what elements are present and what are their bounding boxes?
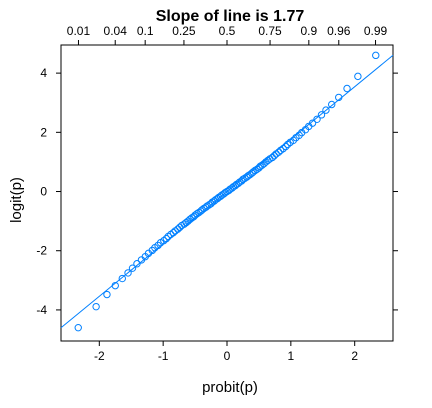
top-axis: 0.01 0.04 0.1 0.25 0.5 0.75 0.9 0.96 0.99 bbox=[67, 24, 388, 45]
chart-title: Slope of line is 1.77 bbox=[156, 8, 305, 25]
top-tick-label: 0.99 bbox=[364, 24, 388, 38]
data-point bbox=[221, 189, 229, 197]
data-point bbox=[275, 148, 283, 156]
data-point bbox=[308, 119, 317, 127]
x-axis: -2 -1 0 1 2 bbox=[94, 341, 358, 363]
data-point bbox=[169, 228, 178, 237]
x-tick-label: 2 bbox=[351, 349, 358, 363]
data-point bbox=[128, 264, 137, 272]
top-tick-label: 0.75 bbox=[258, 24, 282, 38]
data-point bbox=[133, 260, 141, 268]
data-point bbox=[74, 323, 82, 332]
data-point bbox=[343, 84, 351, 93]
x-tick-label: -1 bbox=[158, 349, 169, 363]
right-axis-ticks bbox=[393, 72, 398, 311]
data-point bbox=[103, 290, 111, 299]
x-axis-label: probit(p) bbox=[202, 379, 258, 396]
top-tick-label: 0.25 bbox=[172, 24, 196, 38]
data-point bbox=[124, 269, 132, 277]
data-point bbox=[322, 106, 330, 114]
y-tick-label: 0 bbox=[40, 185, 47, 199]
data-point bbox=[111, 281, 119, 290]
y-axis-label: logit(p) bbox=[8, 177, 25, 223]
data-point bbox=[118, 274, 126, 283]
top-tick-label: 0.5 bbox=[219, 24, 236, 38]
data-point bbox=[354, 72, 362, 81]
top-tick-label: 0.1 bbox=[137, 24, 154, 38]
data-point bbox=[328, 100, 336, 109]
data-point bbox=[372, 51, 380, 60]
data-point bbox=[92, 302, 100, 311]
data-point bbox=[282, 142, 290, 151]
y-axis: -4 -2 0 2 4 bbox=[36, 66, 61, 317]
top-tick-label: 0.9 bbox=[300, 24, 317, 38]
top-tick-label: 0.04 bbox=[104, 24, 128, 38]
data-point bbox=[317, 111, 326, 119]
data-point bbox=[176, 223, 184, 232]
y-tick-label: 2 bbox=[40, 125, 47, 139]
data-point bbox=[313, 115, 321, 123]
data-points bbox=[74, 51, 380, 332]
fit-line bbox=[60, 54, 394, 329]
top-tick-label: 0.01 bbox=[67, 24, 91, 38]
data-point bbox=[162, 234, 171, 243]
data-point bbox=[203, 202, 211, 210]
x-tick-label: 0 bbox=[224, 349, 231, 363]
data-point bbox=[335, 93, 343, 102]
data-point bbox=[239, 175, 247, 184]
y-tick-label: 4 bbox=[40, 66, 47, 80]
data-point bbox=[270, 152, 278, 160]
x-tick-label: -2 bbox=[94, 349, 105, 363]
y-tick-label: -4 bbox=[36, 303, 47, 317]
top-tick-label: 0.96 bbox=[327, 24, 351, 38]
x-tick-label: 1 bbox=[288, 349, 295, 363]
y-tick-label: -2 bbox=[36, 244, 47, 258]
